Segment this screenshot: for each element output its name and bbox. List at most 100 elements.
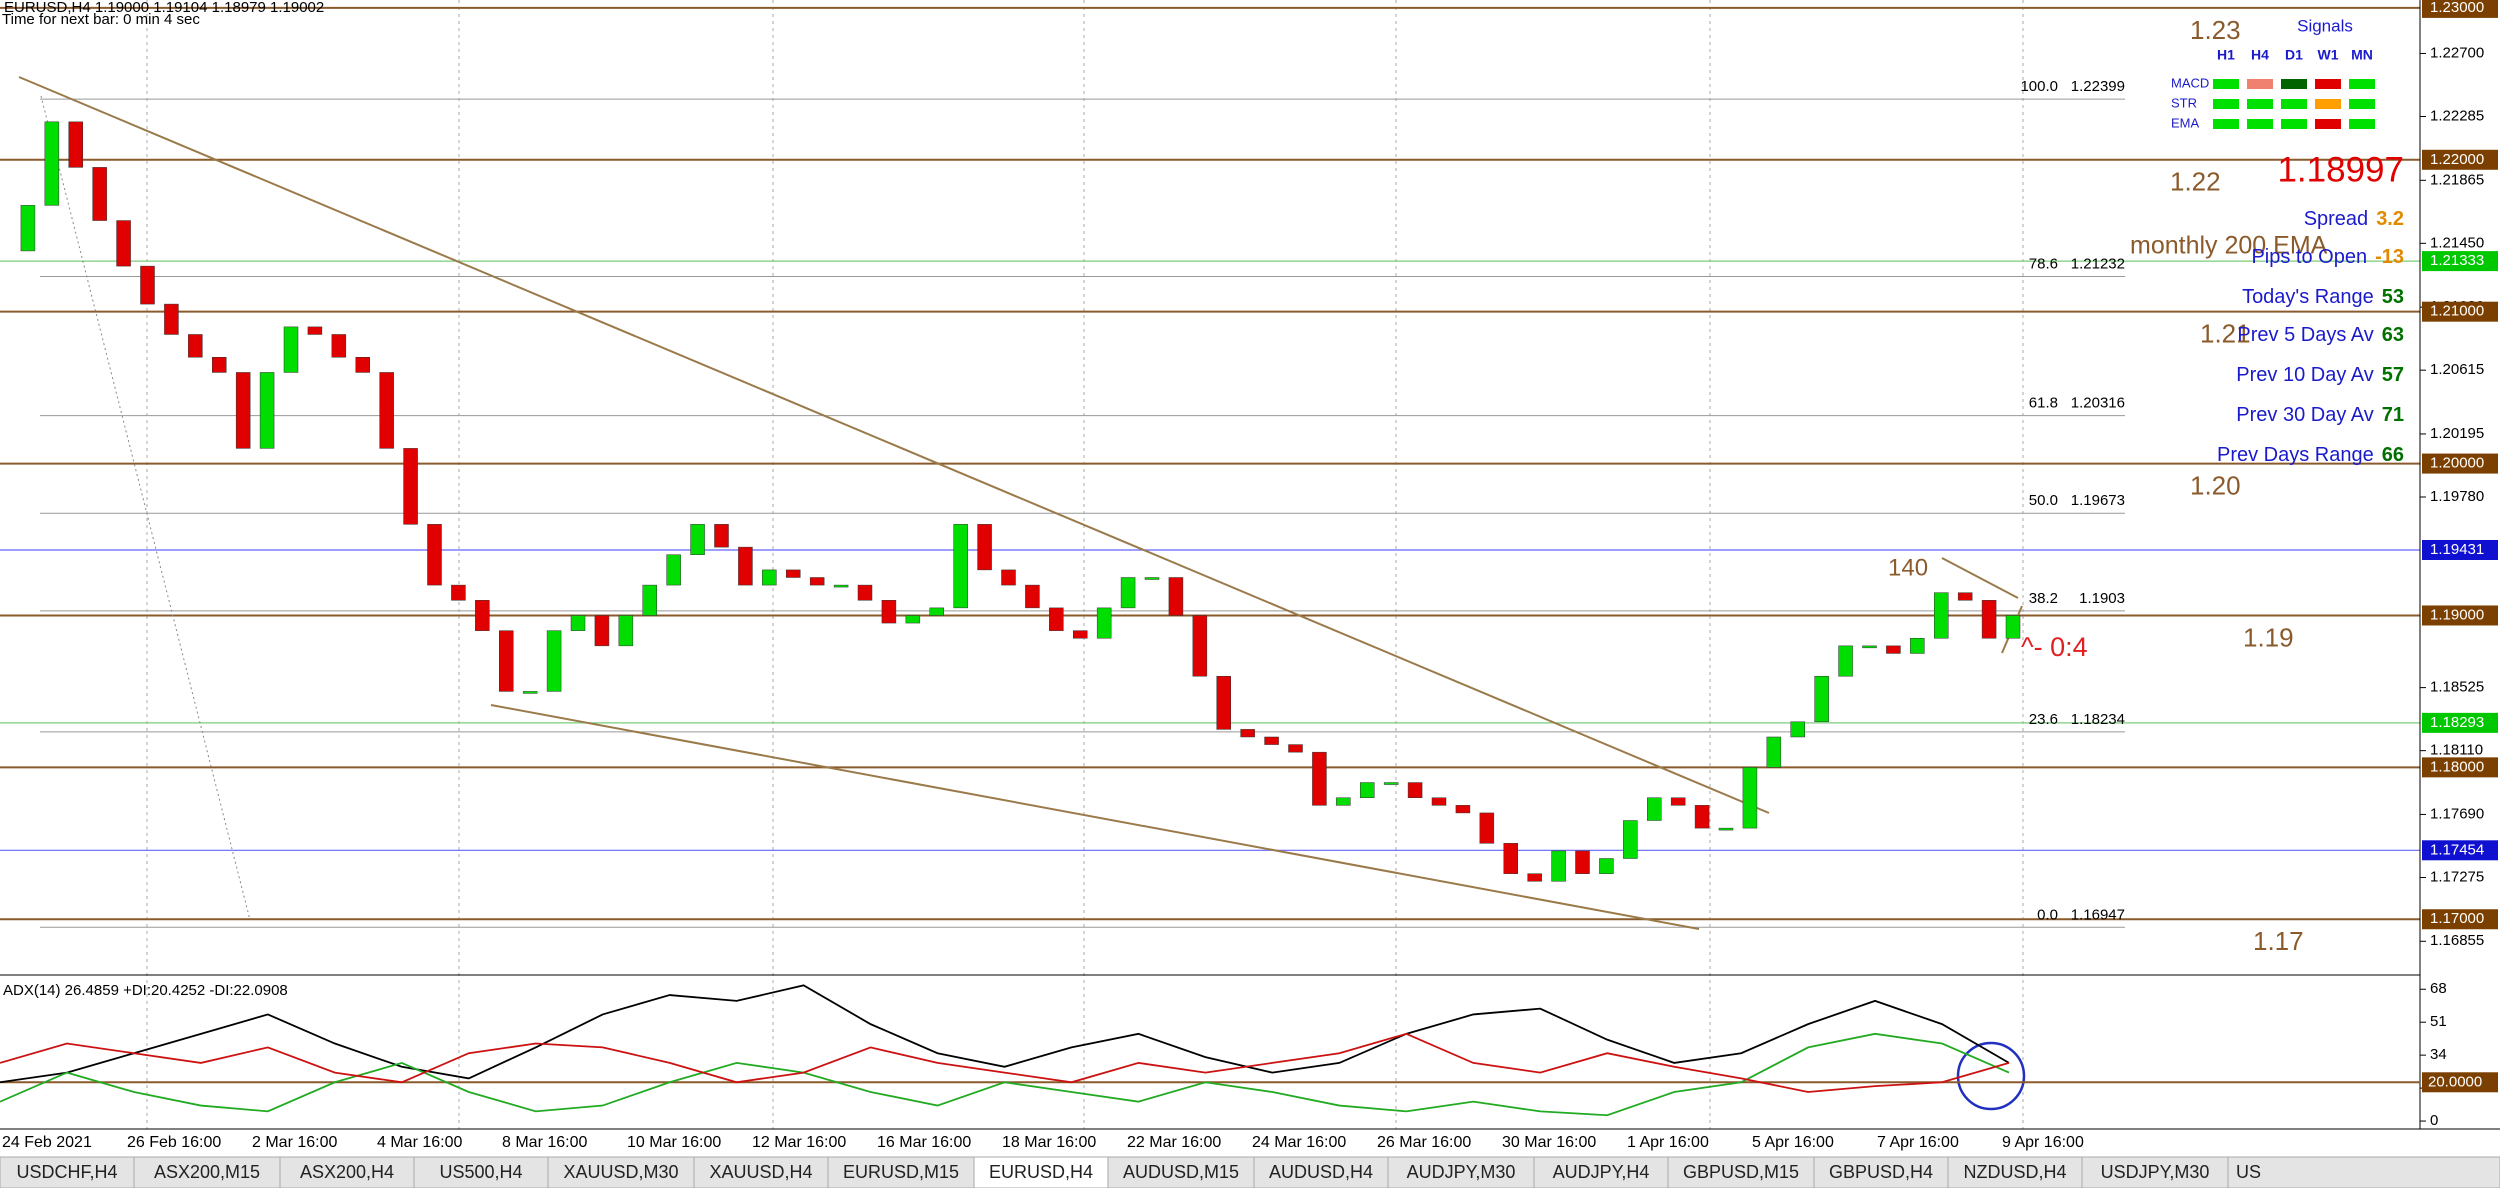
signal-column: H4 [2251, 47, 2269, 63]
signal-box [2315, 99, 2341, 109]
candle-body [427, 524, 442, 586]
candle-body [1073, 630, 1088, 639]
level-box [2422, 540, 2498, 561]
candle-body [1790, 721, 1805, 738]
tab[interactable] [973, 1156, 1109, 1188]
level-label: 1.18000 [2430, 758, 2484, 775]
candle-body [666, 554, 681, 586]
trend-line [1941, 557, 2019, 599]
signal-row-label: EMA [2171, 115, 2200, 130]
level-box [2422, 909, 2498, 930]
stat: Today's Range 53 [2242, 286, 2404, 308]
candle-body [570, 615, 586, 631]
y-tick-label: 1.20615 [2430, 361, 2484, 378]
candle-body [1838, 645, 1853, 677]
candle-body [1814, 675, 1829, 723]
stat-value: 71 [2382, 404, 2404, 426]
tab[interactable] [693, 1156, 829, 1188]
tab-label[interactable]: NZDUSD,H4 [1963, 1162, 2066, 1182]
tab-label[interactable]: AUDJPY,M30 [1407, 1162, 1516, 1182]
tab[interactable] [1533, 1156, 1669, 1188]
signal-box [2349, 79, 2375, 89]
signal-row-label: STR [2171, 95, 2197, 110]
candle-body [905, 615, 921, 624]
candle-body [1383, 782, 1399, 785]
signal-column: H1 [2217, 47, 2235, 63]
fib-price: 1.18234 [2071, 711, 2125, 728]
tab-label[interactable]: ASX200,M15 [154, 1162, 260, 1182]
tab-label[interactable]: EURUSD,H4 [989, 1162, 1093, 1182]
signal-box [2213, 79, 2239, 89]
fib-price: 1.1903 [2079, 590, 2125, 607]
tab[interactable] [2227, 1156, 2500, 1188]
tab-label[interactable]: AUDUSD,M15 [1123, 1162, 1239, 1182]
candle-body [714, 524, 729, 548]
candle-body [929, 607, 944, 616]
tab[interactable] [547, 1156, 695, 1188]
candle-body [355, 357, 370, 373]
level-box [2422, 301, 2498, 322]
tab-label[interactable]: US500,H4 [439, 1162, 522, 1182]
fib-price: 1.21232 [2071, 255, 2125, 272]
timer: Time for next bar: 0 min 4 sec [2, 11, 200, 28]
tab-label[interactable]: US [2236, 1162, 2261, 1182]
level-label: 1.21333 [2430, 252, 2484, 269]
candle-body [738, 546, 753, 586]
tab-label[interactable]: ASX200,H4 [300, 1162, 394, 1182]
current-price: 1.18997 [2277, 150, 2404, 189]
tab-label[interactable]: GBPUSD,M15 [1683, 1162, 1799, 1182]
tab[interactable] [413, 1156, 549, 1188]
candle-body [809, 577, 825, 586]
x-tick-label: 30 Mar 16:00 [1502, 1134, 1596, 1151]
candle-body [690, 524, 705, 555]
candle-body [594, 615, 610, 647]
tab-label[interactable]: AUDUSD,H4 [1269, 1162, 1373, 1182]
adx-tick-label: 0 [2430, 1112, 2438, 1129]
candle-body [642, 584, 657, 616]
tab[interactable] [1813, 1156, 1949, 1188]
x-tick-label: 22 Mar 16:00 [1127, 1134, 1221, 1151]
y-tick-label: 1.21865 [2430, 171, 2484, 188]
x-tick-label: 18 Mar 16:00 [1002, 1134, 1096, 1151]
adx-line [0, 1032, 2010, 1117]
fib-level: 38.2 [2029, 590, 2058, 607]
candle-body [1934, 592, 1949, 639]
adx-header: ADX(14) 26.4859 +DI:20.4252 -DI:22.0908 [3, 982, 288, 999]
tab[interactable] [0, 1156, 135, 1188]
adx-line [0, 984, 2010, 1084]
round-label: 1.19 [2243, 622, 2294, 652]
tab-label[interactable]: XAUUSD,M30 [563, 1162, 678, 1182]
tab[interactable] [133, 1156, 281, 1188]
fib-price: 1.19673 [2071, 492, 2125, 509]
candle-body [331, 334, 347, 358]
stat-value: 53 [2382, 286, 2404, 308]
tab[interactable] [1947, 1156, 2083, 1188]
x-tick-label: 8 Mar 16:00 [502, 1134, 587, 1151]
round-label: 1.21 [2200, 319, 2251, 349]
tab-label[interactable]: USDJPY,M30 [2101, 1162, 2210, 1182]
tab[interactable] [279, 1156, 415, 1188]
tab-label[interactable]: USDCHF,H4 [16, 1162, 117, 1182]
tab-label[interactable]: XAUUSD,H4 [709, 1162, 812, 1182]
signal-box [2349, 119, 2375, 129]
signal-column: W1 [2318, 47, 2339, 63]
tab[interactable] [1253, 1156, 1389, 1188]
tab-label[interactable]: EURUSD,M15 [843, 1162, 959, 1182]
candle-body [283, 326, 299, 373]
round-label: 1.22 [2170, 167, 2221, 197]
candle-body [1981, 600, 1997, 639]
candle-body [1025, 584, 1040, 609]
candle-body [1527, 873, 1542, 882]
level-box [2422, 605, 2498, 626]
tab-label[interactable]: AUDJPY,H4 [1553, 1162, 1650, 1182]
signal-box [2281, 119, 2307, 129]
tab[interactable] [1107, 1156, 1255, 1188]
signal-box [2281, 79, 2307, 89]
level-label: 1.18293 [2430, 714, 2484, 731]
tab-label[interactable]: GBPUSD,H4 [1829, 1162, 1933, 1182]
candle-body [1168, 577, 1184, 616]
stat-label: Prev 10 Day Av [2236, 364, 2373, 386]
y-tick-label: 1.19780 [2430, 488, 2484, 505]
candle-body [68, 121, 83, 168]
